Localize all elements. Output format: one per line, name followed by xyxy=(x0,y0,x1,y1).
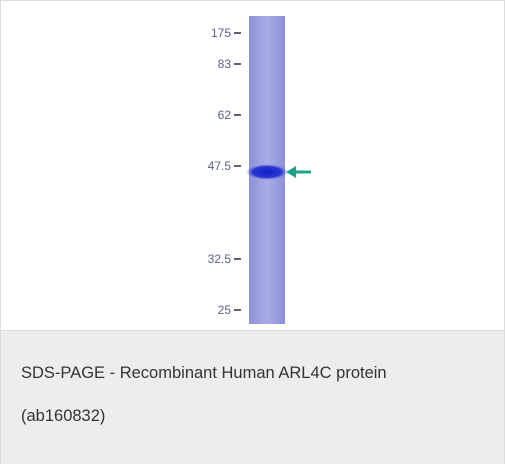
arrow xyxy=(286,166,311,178)
protein-band xyxy=(246,164,288,180)
marker-label: 47.5 xyxy=(208,159,232,173)
gel-image: 175 83 62 47.5 32.5 25 xyxy=(1,1,504,330)
marker-label: 62 xyxy=(218,108,232,122)
caption-line: (ab160832) xyxy=(21,407,105,426)
caption: SDS-PAGE - Recombinant Human ARL4C prote… xyxy=(1,330,504,464)
marker-label: 175 xyxy=(211,26,231,40)
caption-line: SDS-PAGE - Recombinant Human ARL4C prote… xyxy=(21,364,387,383)
marker-label: 25 xyxy=(218,303,232,317)
marker-label: 32.5 xyxy=(208,252,232,266)
marker-label: 83 xyxy=(218,57,232,71)
figure-card: 175 83 62 47.5 32.5 25 SDS-PAGE - Recombinant… xyxy=(0,0,505,464)
